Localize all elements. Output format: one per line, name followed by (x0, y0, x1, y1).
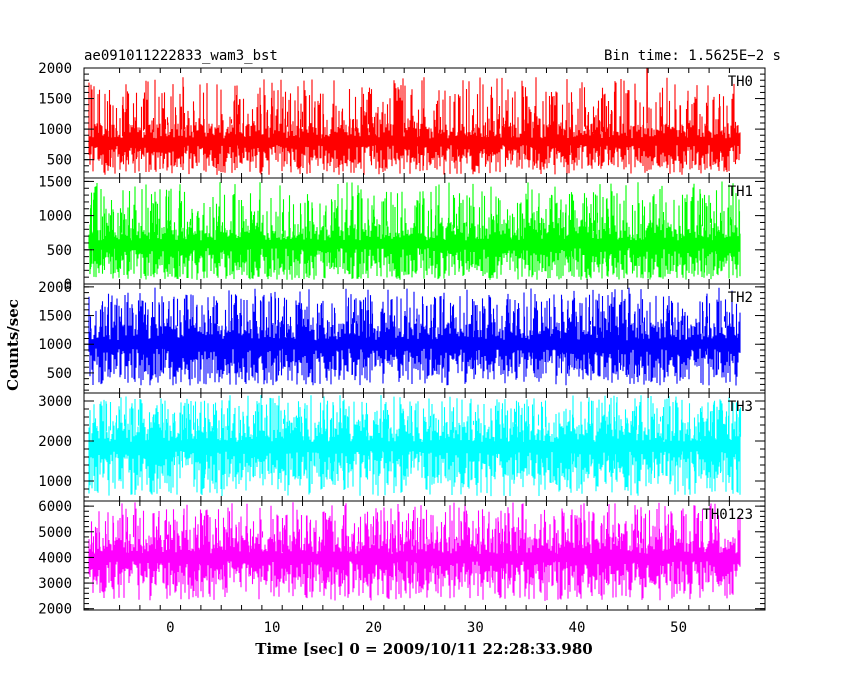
panel-th0123: 2000 3000 4000 5000 6000 TH0123 (38, 499, 766, 618)
y-tick-label: 1000 (38, 209, 72, 225)
chart-title-left: ae091011222833_wam3_bst (84, 48, 278, 64)
y-tick-label: 2000 (38, 61, 72, 77)
y-tick-label: 4000 (38, 550, 72, 566)
y-axis-title: Counts/sec (4, 299, 22, 391)
y-tick-label: 500 (47, 153, 72, 169)
x-tick-label: 10 (264, 620, 281, 636)
panel-label-th3: TH3 (728, 399, 753, 415)
series-th0-line (88, 77, 741, 175)
y-tick-label: 1000 (38, 122, 72, 138)
y-tick-label: 3000 (38, 576, 72, 592)
y-tick-label: 0 (64, 277, 72, 293)
panel-th0: 500 1000 1500 2000 TH0 (38, 61, 766, 179)
chart-title-right: Bin time: 1.5625E−2 s (604, 48, 781, 64)
x-tick-label: 40 (569, 620, 586, 636)
x-tick-label: 0 (166, 620, 174, 636)
y-tick-label: 1500 (38, 309, 72, 325)
y-tick-label: 5000 (38, 525, 72, 541)
x-tick-label: 20 (365, 620, 382, 636)
y-tick-label: 1000 (38, 474, 72, 490)
series-th3-line (88, 395, 742, 497)
y-tick-label: 6000 (38, 499, 72, 515)
x-tick-label: 50 (670, 620, 687, 636)
panel-th1: 0 500 1000 1500 TH1 (38, 174, 766, 293)
y-tick-label: 2000 (38, 434, 72, 450)
y-tick-label: 3000 (38, 394, 72, 410)
y-tick-label: 2000 (38, 280, 72, 296)
series-th1-line (88, 181, 741, 280)
panel-label-th0123: TH0123 (702, 507, 753, 523)
y-tick-label: 1500 (38, 92, 72, 108)
panel-th2: 500 1000 1500 2000 TH2 (38, 280, 766, 394)
y-tick-label: 1500 (38, 174, 72, 190)
y-tick-label: 500 (47, 366, 72, 382)
y-tick-label: 2000 (38, 602, 72, 618)
y-tick-label: 500 (47, 243, 72, 259)
x-axis: 0 10 20 30 40 50 (166, 620, 687, 636)
panel-label-th0: TH0 (728, 74, 753, 90)
panel-label-th1: TH1 (728, 184, 753, 200)
x-axis-title: Time [sec] 0 = 2009/10/11 22:28:33.980 (255, 640, 592, 658)
y-tick-label: 1000 (38, 337, 72, 353)
series-th0123-line (88, 502, 741, 601)
series-th2-line (88, 287, 741, 386)
x-tick-label: 30 (467, 620, 484, 636)
panels-group: 500 1000 1500 2000 TH0 0 500 1000 1500 TH1 500 1000… (38, 61, 766, 618)
panel-label-th2: TH2 (728, 290, 753, 306)
panel-th3: 1000 2000 3000 TH3 (38, 392, 766, 502)
